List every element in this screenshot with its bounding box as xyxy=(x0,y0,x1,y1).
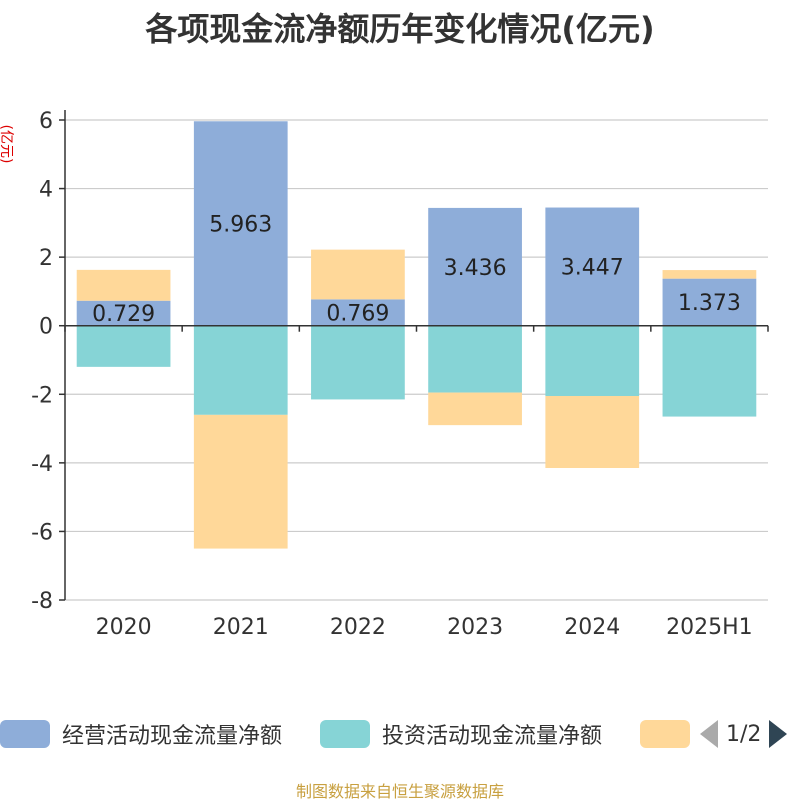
bar-series-0[interactable] xyxy=(545,207,640,326)
bar-series-0[interactable] xyxy=(193,121,288,326)
bar-series-2[interactable] xyxy=(545,396,640,468)
bar-series-0[interactable] xyxy=(662,278,757,326)
bar-series-2[interactable] xyxy=(311,249,405,300)
bar-series-1[interactable] xyxy=(662,325,757,417)
bar-series-2[interactable] xyxy=(193,414,288,549)
grid-lines xyxy=(65,119,768,601)
chart-area: 6 4 2 0 -2 -4 -6 -8 (亿元) 2020 2021 2022 2023 2024 2025… xyxy=(0,109,769,640)
legend-pager: 1/2 xyxy=(700,716,788,752)
bar-series-1[interactable] xyxy=(311,325,405,400)
legend-page-indicator: 1/2 xyxy=(726,721,762,747)
legend: 经营活动现金流量净额 投资活动现金流量净额 1/2 xyxy=(0,716,800,752)
bar-series-2[interactable] xyxy=(76,269,171,301)
axes: 6 4 2 0 -2 -4 -6 -8 (亿元) 2020 2021 2022 2023 2024 2025… xyxy=(0,109,769,640)
source-note: 制图数据来自恒生聚源数据库 xyxy=(295,782,504,801)
data-labels: 0.729 5.963 0.769 3.436 3.447 1.373 xyxy=(92,212,741,327)
legend-swatch-operating xyxy=(0,720,50,748)
bar-series-2[interactable] xyxy=(662,270,757,279)
x-tick-label: 2021 xyxy=(213,615,269,640)
bar-series-1[interactable] xyxy=(76,325,171,367)
y-axis-label: (亿元) xyxy=(0,125,14,164)
x-tick-label: 2025H1 xyxy=(666,615,753,640)
bar-series-0[interactable] xyxy=(428,207,522,326)
data-label: 3.447 xyxy=(561,256,624,281)
y-tick-label: 2 xyxy=(39,246,53,271)
bar-series-0[interactable] xyxy=(311,299,405,326)
legend-item-investing[interactable]: 投资活动现金流量净额 xyxy=(320,716,602,752)
data-label: 1.373 xyxy=(678,291,741,316)
bar-series-1[interactable] xyxy=(428,325,522,393)
legend-item-financing[interactable] xyxy=(640,716,690,752)
legend-swatch-financing xyxy=(640,720,690,748)
y-tick-label: 0 xyxy=(39,315,53,340)
data-label: 0.729 xyxy=(92,302,155,327)
bar-series-1[interactable] xyxy=(545,325,640,396)
chart-title: 各项现金流净额历年变化情况(亿元) xyxy=(145,10,655,48)
data-label: 0.769 xyxy=(326,302,389,327)
bar-series-2[interactable] xyxy=(428,392,522,426)
legend-label-investing: 投资活动现金流量净额 xyxy=(382,724,603,749)
y-tick-label: -6 xyxy=(31,520,53,545)
x-tick-label: 2022 xyxy=(330,615,386,640)
y-tick-label: -4 xyxy=(31,452,53,477)
legend-swatch-investing xyxy=(320,720,370,748)
x-tick-label: 2023 xyxy=(447,615,503,640)
x-tick-label: 2024 xyxy=(564,615,620,640)
data-label: 5.963 xyxy=(209,212,272,237)
y-tick-label: -8 xyxy=(31,589,53,614)
y-tick-label: 6 xyxy=(39,109,53,134)
legend-next-icon[interactable] xyxy=(769,720,788,748)
legend-prev-icon[interactable] xyxy=(700,720,718,748)
legend-item-operating[interactable]: 经营活动现金流量净额 xyxy=(0,716,282,752)
bar-series-1[interactable] xyxy=(193,325,288,415)
bars xyxy=(76,121,757,549)
data-label: 3.436 xyxy=(444,256,507,281)
bar-series-0[interactable] xyxy=(76,300,171,326)
x-tick-label: 2020 xyxy=(96,615,152,640)
legend-label-operating: 经营活动现金流量净额 xyxy=(62,724,283,749)
y-tick-label: -2 xyxy=(31,383,53,408)
y-tick-label: 4 xyxy=(39,178,53,203)
